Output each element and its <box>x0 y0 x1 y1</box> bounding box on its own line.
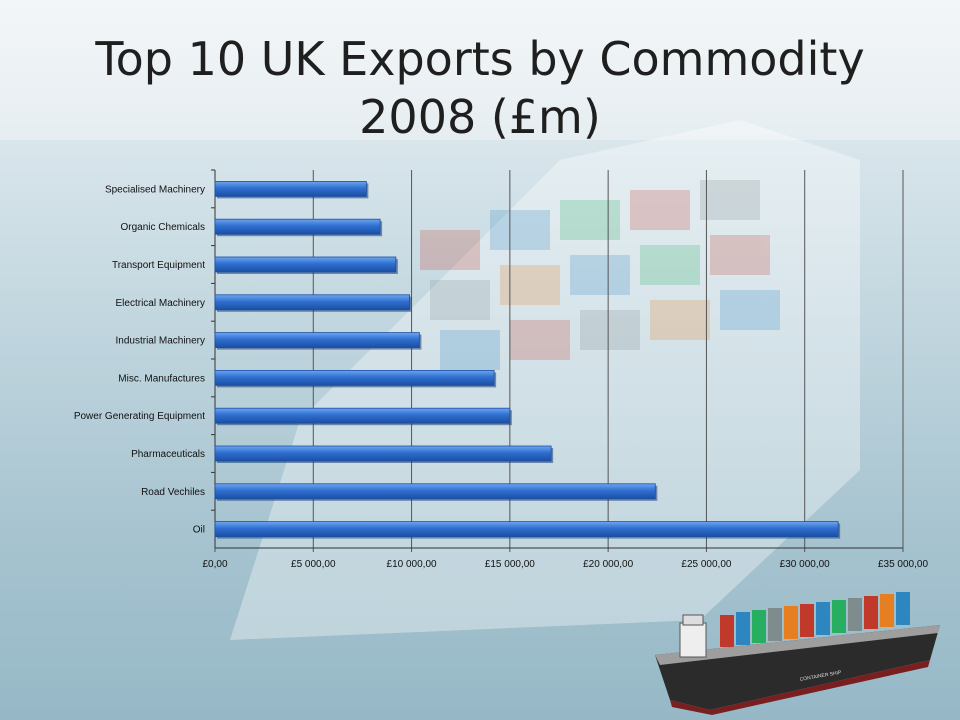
x-tick-label: £15 000,00 <box>485 559 535 570</box>
bar <box>214 332 420 349</box>
category-label: Oil <box>193 525 205 536</box>
bar <box>214 218 381 235</box>
category-label: Pharmaceuticals <box>131 449 205 460</box>
bar <box>214 521 839 538</box>
x-tick-label: £0,00 <box>202 559 227 570</box>
bar <box>214 445 552 462</box>
container-ship-icon: CONTAINER SHIP <box>655 592 940 715</box>
category-label: Specialised Machinery <box>105 184 205 195</box>
category-label: Organic Chemicals <box>121 222 205 233</box>
x-tick-label: £5 000,00 <box>291 559 336 570</box>
bar <box>214 256 397 273</box>
bar <box>214 407 511 424</box>
x-tick-label: £35 000,00 <box>878 559 928 570</box>
x-tick-label: £25 000,00 <box>681 559 731 570</box>
bar <box>214 369 495 386</box>
bar <box>214 294 411 311</box>
category-label: Power Generating Equipment <box>74 411 205 422</box>
x-tick-label: £10 000,00 <box>387 559 437 570</box>
slide-title: Top 10 UK Exports by Commodity 2008 (£m) <box>95 32 865 144</box>
x-tick-label: £20 000,00 <box>583 559 633 570</box>
x-tick-label: £30 000,00 <box>780 559 830 570</box>
bar-chart: £0,00 £5 000,00 £10 000,00 £15 000,00 £20 00… <box>74 169 928 570</box>
bar <box>214 180 367 197</box>
bar <box>214 483 656 500</box>
category-label: Transport Equipment <box>112 260 205 271</box>
category-label: Misc. Manufactures <box>118 373 205 384</box>
category-label: Road Vechiles <box>141 487 205 498</box>
category-label: Electrical Machinery <box>116 298 205 309</box>
category-label: Industrial Machinery <box>116 336 205 347</box>
